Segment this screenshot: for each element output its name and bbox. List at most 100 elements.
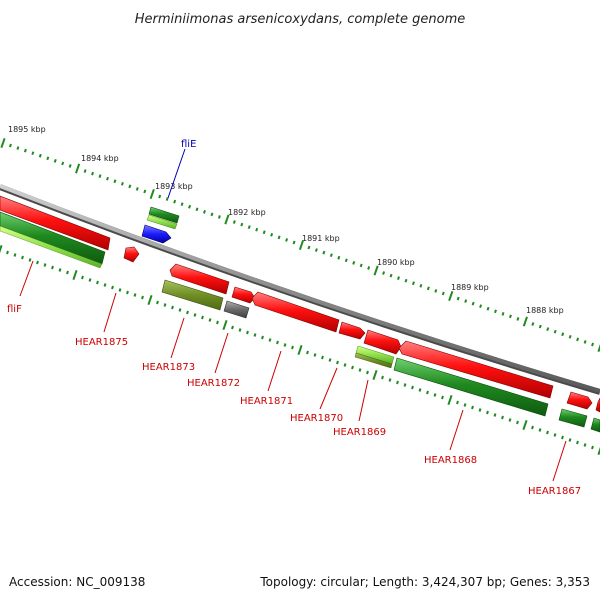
outer-minor-tick (38, 153, 42, 158)
outer-minor-tick (83, 169, 87, 173)
inner-minor-tick (553, 433, 557, 437)
outer-minor-tick (322, 250, 326, 255)
gene-fliE[interactable] (141, 224, 172, 244)
outer-minor-tick (314, 248, 318, 252)
inner-minor-tick (358, 368, 362, 372)
outer-tick-track (0, 137, 600, 353)
inner-minor-tick (546, 430, 549, 435)
outer-minor-tick (203, 209, 206, 214)
outer-minor-tick (464, 299, 468, 303)
outer-minor-tick (23, 148, 27, 153)
outer-major-tick (75, 163, 81, 174)
outer-minor-tick (285, 238, 289, 242)
inner-minor-tick (516, 420, 519, 425)
gene-olive-1869[interactable] (354, 352, 393, 369)
inner-minor-tick (508, 418, 512, 422)
outer-minor-tick (143, 189, 147, 194)
inner-minor-tick (156, 300, 159, 305)
inner-minor-tick (396, 380, 399, 385)
gene-label-HEAR1867[interactable]: HEAR1867 (528, 486, 581, 497)
outer-minor-tick (113, 179, 117, 184)
gene-label-HEAR1871[interactable]: HEAR1871 (240, 396, 293, 407)
outer-minor-tick (494, 309, 497, 314)
inner-minor-tick (583, 443, 587, 447)
inner-minor-tick (238, 328, 242, 332)
outer-minor-tick (91, 171, 95, 176)
outer-minor-tick (561, 332, 565, 337)
outer-minor-tick (262, 230, 266, 235)
inner-major-tick (147, 294, 153, 306)
inner-minor-tick (568, 438, 572, 442)
map-title: Herminiimonas arsenicoxydans, complete g… (135, 12, 465, 27)
gene-green-1868[interactable] (393, 357, 549, 417)
outer-minor-tick (538, 324, 542, 329)
gene-red-1869[interactable] (363, 329, 402, 355)
outer-major-tick (224, 214, 230, 225)
gene-light-green[interactable] (148, 206, 180, 224)
gene-label-HEAR1868[interactable]: HEAR1868 (424, 455, 477, 466)
kbp-labels: 1895 kbp 1894 kbp 1893 kbp 1892 kbp 1891… (8, 125, 564, 315)
gene-red-1870[interactable] (338, 321, 366, 340)
gene-label-HEAR1869[interactable]: HEAR1869 (333, 427, 386, 438)
gene-red-1873[interactable] (169, 263, 230, 295)
kbp-label: 1890 kbp (377, 258, 415, 267)
outer-minor-tick (382, 271, 386, 275)
gene-red-1871[interactable] (251, 291, 340, 333)
outer-minor-tick (501, 311, 505, 316)
outer-minor-tick (135, 187, 139, 191)
outer-minor-tick (16, 146, 20, 150)
gene-fliF[interactable] (0, 195, 111, 251)
gene-green-edge[interactable] (590, 417, 600, 433)
outer-minor-tick (240, 222, 244, 227)
gene-label-HEAR1873[interactable]: HEAR1873 (142, 362, 195, 373)
outer-minor-tick (591, 342, 595, 347)
gene-red-edge[interactable] (595, 397, 600, 413)
gene-label-HEAR1872[interactable]: HEAR1872 (187, 378, 240, 389)
inner-minor-tick (253, 333, 257, 337)
gene-olive[interactable] (161, 279, 224, 311)
inner-minor-tick (178, 308, 182, 312)
inner-minor-tick (66, 270, 69, 275)
inner-minor-tick (486, 410, 489, 415)
outer-minor-tick (180, 202, 184, 207)
outer-minor-tick (419, 283, 423, 288)
gene-red-1867[interactable] (566, 391, 593, 410)
gene-label-HEAR1875[interactable]: HEAR1875 (75, 337, 128, 348)
inner-minor-tick (366, 370, 369, 375)
forward-genes (141, 206, 180, 244)
outer-major-tick (298, 239, 305, 251)
outer-minor-tick (352, 260, 356, 265)
outer-minor-tick (255, 227, 259, 232)
inner-minor-tick (171, 305, 174, 310)
inner-minor-tick (478, 408, 482, 412)
outer-minor-tick (106, 176, 109, 181)
inner-minor-tick (186, 310, 189, 315)
gene-lightgreen-left[interactable] (0, 225, 103, 269)
inner-minor-tick (28, 258, 32, 262)
outer-minor-tick (479, 304, 483, 309)
genome-backbone (0, 184, 600, 395)
outer-minor-tick (98, 174, 102, 179)
gene-green-1867[interactable] (558, 408, 588, 428)
outer-minor-tick (158, 194, 162, 199)
outer-minor-tick (553, 329, 557, 334)
inner-minor-tick (493, 413, 497, 417)
gene-red-1872[interactable] (231, 286, 256, 304)
gene-red-1868[interactable] (398, 340, 554, 399)
gene-label-HEAR1870[interactable]: HEAR1870 (290, 413, 343, 424)
inner-minor-tick (336, 360, 339, 365)
outer-minor-tick (165, 197, 169, 201)
outer-minor-tick (210, 212, 214, 217)
outer-minor-tick (307, 245, 311, 250)
gene-label-fliE[interactable]: fliE (181, 139, 196, 150)
inner-minor-tick (6, 250, 9, 255)
gene-light-green-2[interactable] (146, 214, 178, 230)
gene-label-fliF[interactable]: fliF (7, 304, 22, 315)
topology-text: Topology: circular; Length: 3,424,307 bp… (259, 575, 590, 589)
outer-minor-tick (389, 273, 393, 278)
gene-gray[interactable] (223, 300, 250, 319)
gene-small-red[interactable] (123, 246, 140, 263)
inner-minor-tick (313, 353, 317, 357)
kbp-label: 1895 kbp (8, 125, 46, 134)
outer-minor-tick (217, 215, 221, 219)
